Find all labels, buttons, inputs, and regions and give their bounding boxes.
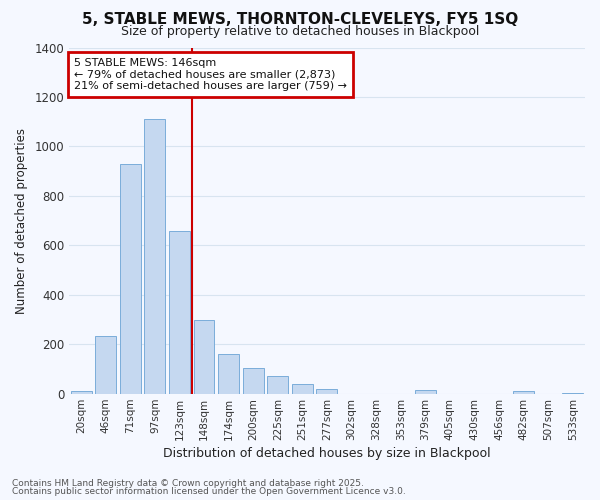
Bar (95, 336, 116, 394)
Bar (243, 368, 263, 394)
Text: Contains public sector information licensed under the Open Government Licence v3: Contains public sector information licen… (12, 488, 406, 496)
Bar (268, 376, 288, 394)
Bar (415, 390, 436, 394)
Bar (71, 391, 92, 394)
Bar (292, 384, 313, 394)
Bar (513, 392, 534, 394)
Bar (169, 230, 190, 394)
Bar (145, 119, 166, 394)
Text: 5, STABLE MEWS, THORNTON-CLEVELEYS, FY5 1SQ: 5, STABLE MEWS, THORNTON-CLEVELEYS, FY5 … (82, 12, 518, 28)
Bar (194, 320, 214, 394)
Text: Size of property relative to detached houses in Blackpool: Size of property relative to detached ho… (121, 25, 479, 38)
Bar (316, 389, 337, 394)
Text: Contains HM Land Registry data © Crown copyright and database right 2025.: Contains HM Land Registry data © Crown c… (12, 478, 364, 488)
Bar (120, 164, 141, 394)
Bar (218, 354, 239, 394)
X-axis label: Distribution of detached houses by size in Blackpool: Distribution of detached houses by size … (163, 447, 491, 460)
Text: 5 STABLE MEWS: 146sqm
← 79% of detached houses are smaller (2,873)
21% of semi-d: 5 STABLE MEWS: 146sqm ← 79% of detached … (74, 58, 347, 91)
Bar (562, 392, 583, 394)
Y-axis label: Number of detached properties: Number of detached properties (15, 128, 28, 314)
